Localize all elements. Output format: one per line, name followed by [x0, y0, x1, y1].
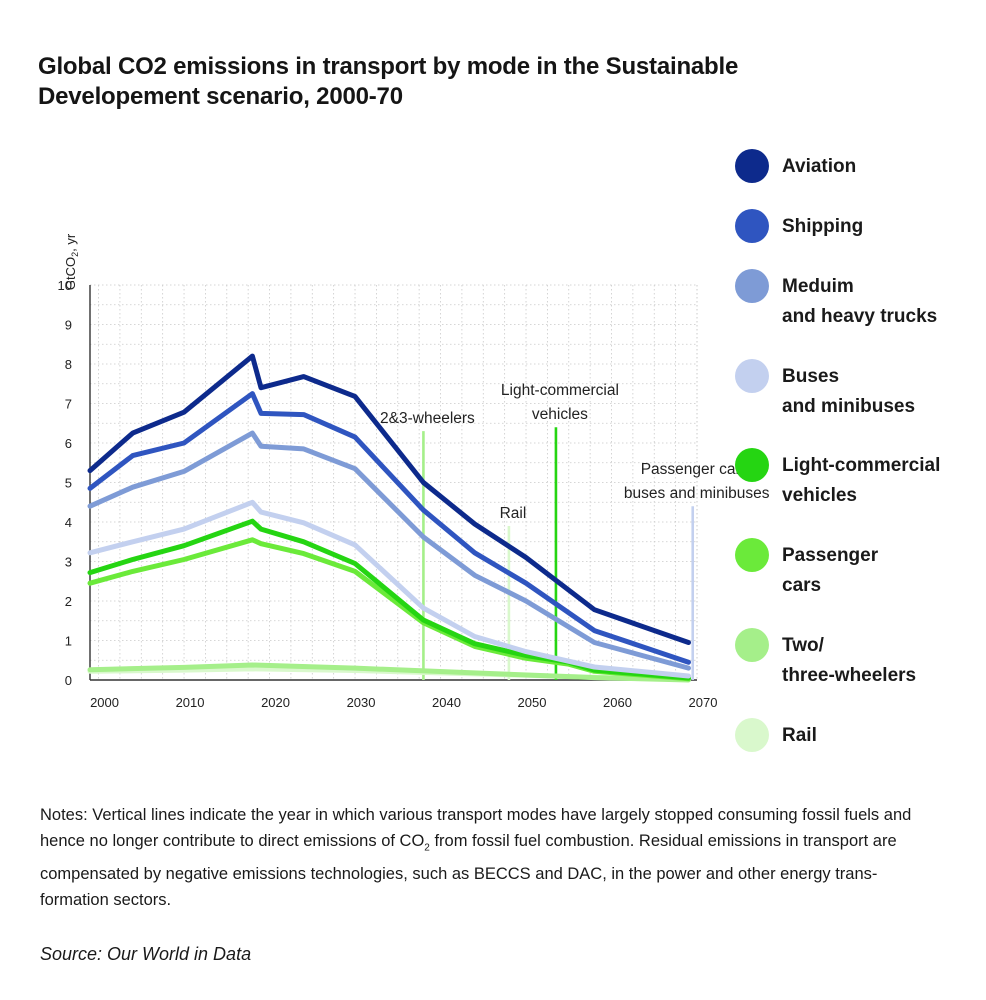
- legend-swatch: [735, 209, 769, 243]
- x-tick-label: 2010: [176, 695, 205, 710]
- series-line: [87, 353, 691, 645]
- legend-label: Meduim and heavy trucks: [782, 276, 938, 327]
- chart-notes: Notes: Vertical lines indicate the year …: [40, 806, 912, 910]
- y-tick-label: 5: [65, 476, 72, 491]
- x-tick-label: 2000: [90, 695, 119, 710]
- legend-swatch: [735, 628, 769, 662]
- x-tick-label: 2070: [689, 695, 718, 710]
- legend-swatch: [735, 448, 769, 482]
- chart-source: Source: Our World in Data: [40, 944, 252, 964]
- chart-title-line: Global CO2 emissions in transport by mod…: [38, 53, 739, 80]
- series-line: [87, 430, 691, 671]
- annotation-label-line: Light-commercial: [501, 382, 619, 399]
- annotation-label: 2&3-wheelers: [380, 410, 475, 427]
- line-chart: 0 1 2 3 4 5 6 7 8 9 10 2000 2010 2020 2030 2040 2050 2060…: [58, 233, 770, 710]
- legend-swatch: [735, 718, 769, 752]
- chart-title: Global CO2 emissions in transport by mod…: [38, 52, 798, 112]
- x-tick-label: 2020: [261, 695, 290, 710]
- y-tick-label: 7: [65, 397, 72, 412]
- annotation-label-line: vehicles: [532, 406, 588, 423]
- series-line: [87, 662, 691, 683]
- legend-swatch: [735, 359, 769, 393]
- annotation-labels: 2&3-wheelers Rail Light-commercial vehicles…: [380, 382, 770, 522]
- legend-label: Rail: [782, 725, 817, 746]
- legend-label: Passenger cars: [782, 545, 879, 596]
- y-tick-label: 8: [65, 357, 72, 372]
- grid-lines: [90, 284, 698, 681]
- annotation-label-line: Rail: [500, 505, 527, 522]
- series-line: [87, 499, 691, 679]
- axes: [89, 285, 697, 681]
- legend-swatch: [735, 269, 769, 303]
- y-tick-label: 4: [65, 515, 72, 530]
- chart-title-line: Developement scenario, 2000-70: [38, 83, 403, 110]
- legend-label: Light-commercial vehicles: [782, 455, 941, 506]
- y-tick-label: 3: [65, 555, 72, 570]
- tick-labels: 0 1 2 3 4 5 6 7 8 9 10 2000 2010 2020 2030 2040 2050 2060…: [58, 278, 718, 710]
- legend-label: Buses and minibuses: [782, 366, 916, 417]
- legend-swatch: [735, 149, 769, 183]
- annotation-label-line: buses and minibuses: [624, 485, 770, 502]
- annotation-label: Passenger cars, buses and minibuses: [624, 461, 770, 502]
- y-tick-label: 2: [65, 594, 72, 609]
- legend-label: Aviation: [782, 156, 857, 177]
- series-lines: [87, 353, 691, 683]
- annotation-label-line: 2&3-wheelers: [380, 410, 475, 427]
- y-tick-label: 1: [65, 634, 72, 649]
- y-axis-label: GtCO2, yr: [63, 233, 80, 290]
- legend-swatch: [735, 538, 769, 572]
- x-tick-label: 2060: [603, 695, 632, 710]
- x-tick-label: 2050: [518, 695, 547, 710]
- y-tick-label: 0: [65, 673, 72, 688]
- x-tick-label: 2040: [432, 695, 461, 710]
- series-line: [87, 391, 691, 665]
- annotation-label: Light-commercial vehicles: [501, 382, 619, 423]
- x-tick-label: 2030: [347, 695, 376, 710]
- annotation-label-line: Passenger cars,: [641, 461, 753, 478]
- legend-label: Two/three-wheelers: [782, 635, 917, 686]
- y-tick-label: 10: [58, 278, 72, 293]
- legend-label: Shipping: [782, 216, 864, 237]
- annotation-label: Rail: [500, 505, 527, 522]
- y-tick-label: 9: [65, 318, 72, 333]
- y-tick-label: 6: [65, 436, 72, 451]
